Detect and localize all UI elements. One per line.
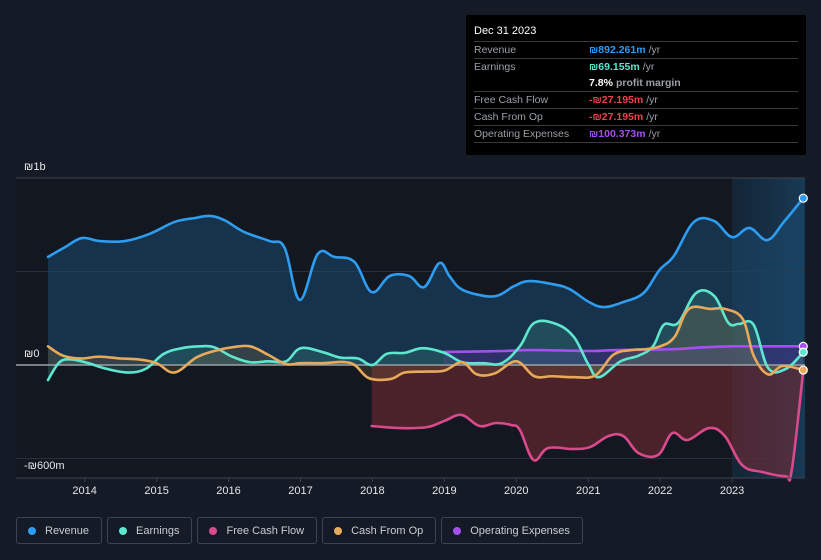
free-cash-flow-line [370,368,805,482]
tooltip-date: Dec 31 2023 [474,23,798,42]
x-tick-label: 2020 [504,485,529,497]
x-tick-label: 2021 [575,485,601,497]
profit-margin-value: 7.8% [589,77,613,89]
x-ticks [84,478,733,482]
operating-expenses-line [442,344,805,354]
legend-item-free-cash-flow[interactable]: Free Cash Flow [197,517,318,544]
legend-label: Cash From Op [351,524,424,537]
revenue-dot-icon [28,526,36,535]
legend: Revenue Earnings Free Cash Flow Cash Fro… [16,517,583,544]
tooltip-value: ₪69.155m [589,61,640,73]
cash-from-op-line [46,305,805,382]
legend-label: Revenue [45,524,90,537]
earnings-dot-icon [119,526,128,535]
cash-from-op-area [48,306,804,381]
tooltip-unit: /yr [646,111,658,123]
legend-item-earnings[interactable]: Earnings [107,517,193,544]
tooltip-unit: /yr [648,128,661,140]
tooltip-label: Earnings [474,61,516,73]
legend-label: Free Cash Flow [226,524,305,537]
revenue-endpoint [798,193,808,203]
cash-from-op-endpoint [798,365,808,375]
tooltip-value: ₪892.261m [589,44,646,56]
tooltip-label: Operating Expenses [474,128,570,140]
tooltip-value: ₪100.373m [589,128,646,140]
x-tick-label: 2023 [719,485,745,497]
legend-item-revenue[interactable]: Revenue [16,517,103,544]
tooltip-unit: /yr [646,94,658,106]
tooltip: Dec 31 2023 Revenue ₪892.261m /yr Earnin… [466,15,806,155]
series-endpoints [798,193,808,375]
tooltip-row-revenue: Revenue ₪892.261m /yr [474,42,798,59]
tooltip-unit: /yr [648,44,661,56]
series-areas [48,198,804,481]
legend-item-operating-expenses[interactable]: Operating Expenses [441,517,583,544]
y-tick-label: ₪0 [24,348,40,361]
tooltip-value: -₪27.195m [589,111,644,123]
tooltip-row-earnings: Earnings ₪69.155m /yr [474,59,798,75]
tooltip-row-margin: 7.8% profit margin [474,75,798,92]
x-tick-label: 2019 [432,485,457,497]
series-lines [46,196,805,482]
x-tick-label: 2017 [288,485,313,497]
tooltip-label: Free Cash Flow [474,94,549,106]
x-tick-label: 2018 [360,485,385,497]
revenue-area [48,198,804,366]
tooltip-row-cfo: Cash From Op -₪27.195m /yr [474,109,798,126]
x-tick-label: 2016 [216,485,241,497]
free-cash-flow-dot-icon [209,526,218,535]
operating-expenses-dot-icon [453,526,462,535]
tooltip-label [474,75,589,91]
tooltip-row-fcf: Free Cash Flow -₪27.195m /yr [474,92,798,109]
revenue-line [46,196,805,309]
free-cash-flow-area [371,365,804,481]
profit-margin-text: profit margin [615,77,681,89]
cash-from-op-dot-icon [334,526,343,535]
tooltip-label: Revenue [474,44,517,56]
chart [16,177,808,482]
tooltip-value: -₪27.195m [589,94,644,106]
y-tick-label: -₪600m [24,460,65,472]
y-tick-label: ₪1b [24,161,46,173]
legend-label: Earnings [136,524,180,537]
earnings-endpoint [798,347,808,357]
x-tick-label: 2015 [144,485,169,497]
tooltip-unit: /yr [642,61,655,73]
earnings-line [46,289,805,382]
x-tick-label: 2014 [72,485,97,497]
tooltip-label: Cash From Op [474,111,543,123]
legend-label: Operating Expenses [470,524,570,537]
tooltip-row-opex: Operating Expenses ₪100.373m /yr [474,126,798,143]
legend-item-cash-from-op[interactable]: Cash From Op [322,517,437,544]
x-tick-label: 2022 [647,485,673,497]
